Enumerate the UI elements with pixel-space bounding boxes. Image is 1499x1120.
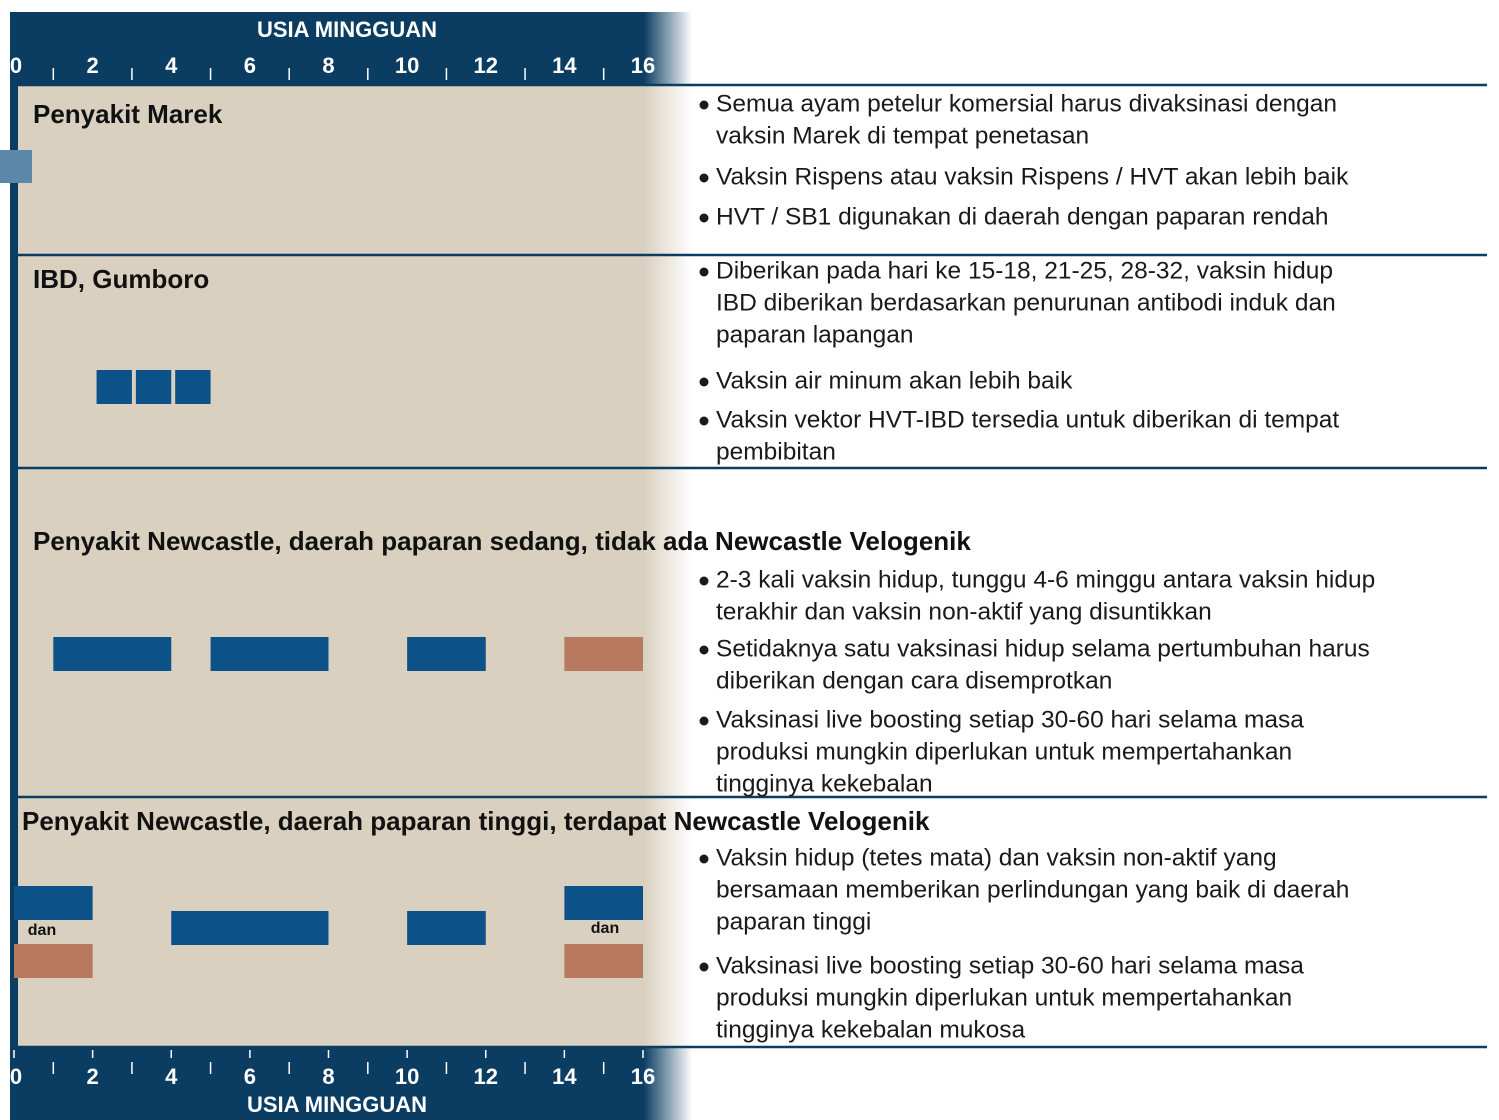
x-tick-label: 6 [244, 53, 256, 78]
x-tick-label: 12 [474, 53, 498, 78]
x-tick-label: 4 [165, 53, 178, 78]
bullet-dot [699, 854, 709, 864]
x-tick-label: 4 [165, 1064, 178, 1089]
bullet-text: vaksin Marek di tempat penetasan [716, 122, 1089, 149]
bullet-dot [699, 716, 709, 726]
bullet-text: Vaksin vektor HVT-IBD tersedia untuk dib… [716, 406, 1339, 433]
x-tick-label: 10 [395, 53, 419, 78]
bar [564, 886, 643, 920]
bullet-text: Vaksinasi live boosting setiap 30-60 har… [716, 706, 1304, 733]
bullet-text: tingginya kekebalan mukosa [716, 1016, 1026, 1043]
x-tick-label: 12 [474, 1064, 498, 1089]
footer [10, 1047, 692, 1120]
bullet-text: Vaksin hidup (tetes mata) dan vaksin non… [716, 844, 1277, 871]
x-tick-label: 6 [244, 1064, 256, 1089]
bullet-text: tingginya kekebalan [716, 770, 933, 797]
bullet-text: diberikan dengan cara disemprotkan [716, 667, 1112, 694]
x-tick-label: 8 [322, 1064, 334, 1089]
bullet-dot [699, 377, 709, 387]
x-tick-label: 0 [10, 1064, 22, 1089]
x-tick-label: 16 [631, 1064, 655, 1089]
bullet-text: terakhir dan vaksin non-aktif yang disun… [716, 598, 1212, 625]
content: 0 0 2 2 4 4 6 6 8 8 10 10 12 12 14 14 16 16 Penyakit Marek… [10, 53, 1487, 1089]
bullet-text: IBD diberikan berdasarkan penurunan anti… [716, 289, 1336, 316]
bullet-text: bersamaan memberikan perlindungan yang b… [716, 876, 1349, 903]
bar [407, 637, 486, 671]
section-title: Penyakit Marek [33, 99, 223, 129]
bar [564, 944, 643, 978]
bullet-dot [699, 213, 709, 223]
bar [96, 370, 132, 404]
bar [175, 370, 211, 404]
x-tick-label: 10 [395, 1064, 419, 1089]
bullet-dot [699, 416, 709, 426]
bullet-dot [699, 173, 709, 183]
bullet-dot [699, 100, 709, 110]
bullet-dot [699, 962, 709, 972]
bullet-text: Vaksin air minum akan lebih baik [716, 367, 1073, 394]
x-tick-label: 2 [87, 1064, 99, 1089]
bar [14, 886, 93, 920]
bullet-text: Vaksinasi live boosting setiap 30-60 har… [716, 952, 1304, 979]
bar [564, 637, 643, 671]
x-tick-label: 0 [10, 53, 22, 78]
connector-label: dan [28, 922, 56, 939]
bullet-text: 2-3 kali vaksin hidup, tunggu 4-6 minggu… [716, 566, 1375, 593]
bullet-text: Semua ayam petelur komersial harus divak… [716, 90, 1337, 117]
bar [407, 911, 486, 945]
bullet-text: Setidaknya satu vaksinasi hidup selama p… [716, 635, 1370, 662]
bullet-text: paparan tinggi [716, 908, 871, 935]
bar [171, 911, 329, 945]
x-tick-label: 14 [552, 1064, 577, 1089]
bar [14, 944, 93, 978]
bullet-dot [699, 267, 709, 277]
bullet-text: HVT / SB1 digunakan di daerah dengan pap… [716, 203, 1329, 230]
bullet-text: pembibitan [716, 438, 836, 465]
bar [135, 370, 172, 404]
bar [53, 637, 172, 671]
bullet-text: paparan lapangan [716, 321, 914, 348]
axis-title: USIA MINGGUAN [257, 17, 437, 42]
connector-label: dan [591, 920, 619, 937]
x-tick-label: 8 [322, 53, 334, 78]
bullet-text: Vaksin Rispens atau vaksin Rispens / HVT… [716, 163, 1349, 190]
left-strip [10, 85, 18, 1047]
bullet-text: Diberikan pada hari ke 15-18, 21-25, 28-… [716, 257, 1333, 284]
axis-title: USIA MINGGUAN [247, 1092, 427, 1117]
section-title: Penyakit Newcastle, daerah paparan sedan… [33, 526, 971, 556]
bullet-dot [699, 645, 709, 655]
bullet-dot [699, 576, 709, 586]
section-title: Penyakit Newcastle, daerah paparan tingg… [22, 806, 930, 836]
x-tick-label: 2 [87, 53, 99, 78]
header [10, 12, 692, 85]
x-tick-label: 14 [552, 53, 577, 78]
section-title: IBD, Gumboro [33, 264, 209, 294]
bullet-text: produksi mungkin diperlukan untuk memper… [716, 738, 1292, 765]
x-tick-label: 16 [631, 53, 655, 78]
bullet-text: produksi mungkin diperlukan untuk memper… [716, 984, 1292, 1011]
tab [0, 150, 32, 183]
bar [210, 637, 329, 671]
